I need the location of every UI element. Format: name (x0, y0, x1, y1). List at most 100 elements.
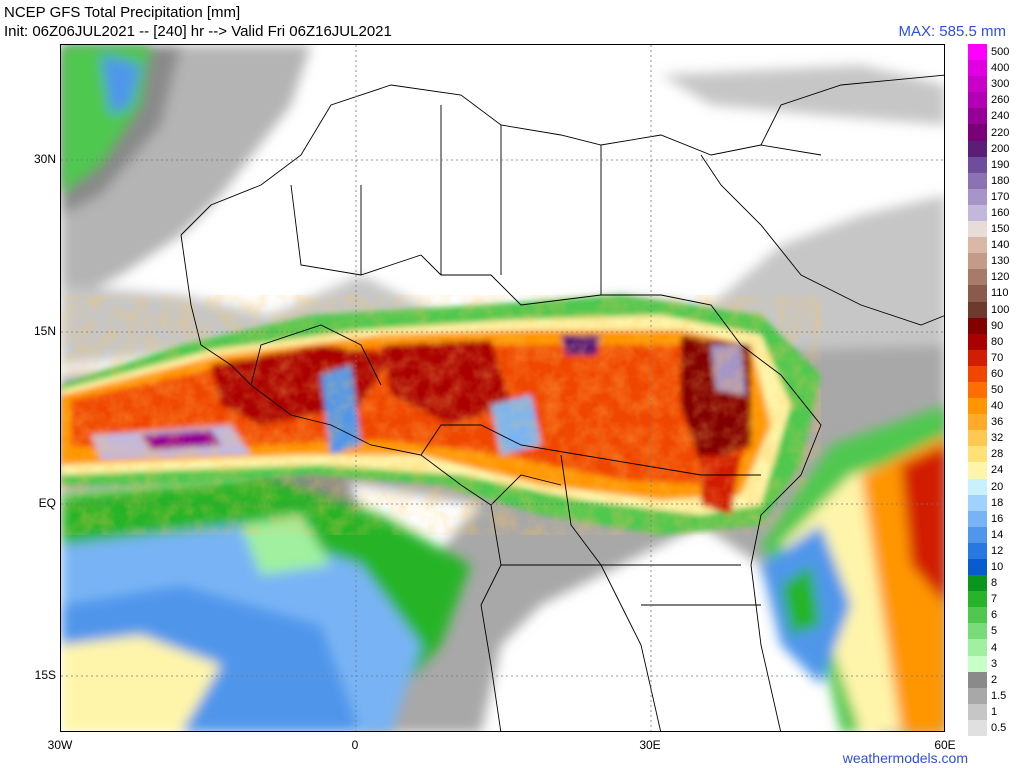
legend-swatch (968, 510, 987, 527)
legend-swatch (968, 623, 987, 640)
legend-label: 200 (991, 142, 1010, 155)
map-canvas (61, 45, 944, 731)
legend-row: 160 (968, 204, 1024, 222)
legend-swatch (968, 156, 987, 173)
legend-row: 60 (968, 365, 1024, 382)
legend-swatch (968, 140, 987, 157)
south-atlantic-precip (61, 475, 471, 731)
legend-label: 500 (991, 46, 1010, 59)
legend-label: 1.5 (991, 689, 1007, 702)
lat-label-eq: EQ (38, 496, 56, 510)
legend-row: 36 (968, 414, 1024, 431)
legend-row: 70 (968, 349, 1024, 366)
lon-label-30e: 30E (639, 738, 661, 752)
legend-label: 10 (991, 561, 1004, 574)
legend-row: 28 (968, 446, 1024, 463)
lat-label-15n: 15N (33, 324, 56, 338)
legend-swatch (968, 414, 987, 431)
legend-label: 8 (991, 577, 998, 590)
legend-swatch (968, 703, 987, 720)
legend-row: 500 (968, 44, 1024, 61)
legend-row: 260 (968, 92, 1024, 109)
legend-swatch (968, 285, 987, 302)
legend-swatch (968, 462, 987, 479)
legend-row: 1.5 (968, 687, 1024, 704)
legend-swatch (968, 542, 987, 559)
northwest-precip (61, 45, 151, 195)
lat-label-30n: 30N (33, 152, 56, 166)
legend-swatch (968, 44, 987, 61)
rain-texture (61, 295, 821, 535)
legend-label: 150 (991, 223, 1010, 236)
legend-label: 12 (991, 544, 1004, 557)
legend-swatch (968, 237, 987, 254)
legend-row: 240 (968, 108, 1024, 125)
legend-row: 90 (968, 317, 1024, 334)
legend-row: 0.5 (968, 719, 1024, 737)
legend-label: 50 (991, 384, 1004, 397)
legend-label: 60 (991, 367, 1004, 380)
legend-swatch (968, 172, 987, 189)
legend-row: 50 (968, 381, 1024, 399)
legend-row: 20 (968, 478, 1024, 495)
legend-row: 2 (968, 671, 1024, 688)
legend-label: 80 (991, 335, 1004, 348)
legend-label: 190 (991, 158, 1010, 171)
legend-label: 160 (991, 206, 1010, 219)
legend-row: 5 (968, 623, 1024, 640)
legend-swatch (968, 188, 987, 205)
precipitation-map[interactable] (60, 44, 945, 732)
legend-swatch (968, 76, 987, 93)
country-borders (180, 74, 944, 731)
max-precip-label: MAX: 585.5 mm (898, 23, 1006, 40)
legend-row: 7 (968, 591, 1024, 608)
legend-row: 130 (968, 253, 1024, 270)
legend-swatch (968, 607, 987, 624)
legend-label: 180 (991, 174, 1010, 187)
lon-label-0: 0 (351, 738, 359, 752)
legend-swatch (968, 221, 987, 238)
legend-label: 120 (991, 271, 1010, 284)
legend-swatch (968, 639, 987, 656)
legend-swatch (968, 269, 987, 286)
legend-label: 4 (991, 641, 998, 654)
legend-label: 36 (991, 416, 1004, 429)
legend-label: 220 (991, 126, 1010, 139)
legend-row: 300 (968, 76, 1024, 93)
legend-row: 150 (968, 221, 1024, 238)
legend-label: 130 (991, 255, 1010, 268)
legend-row: 18 (968, 494, 1024, 511)
legend-label: 240 (991, 110, 1010, 123)
legend-swatch (968, 494, 987, 511)
legend-row: 24 (968, 462, 1024, 479)
legend-swatch (968, 687, 987, 704)
indian-ocean-precip (761, 405, 944, 731)
legend-row: 400 (968, 60, 1024, 77)
legend-swatch (968, 124, 987, 141)
legend-row: 10 (968, 559, 1024, 576)
legend-swatch (968, 108, 987, 125)
legend-swatch (968, 60, 987, 77)
legend-swatch (968, 253, 987, 270)
legend-row: 110 (968, 285, 1024, 302)
legend-swatch (968, 204, 987, 222)
legend-swatch (968, 478, 987, 495)
legend-swatch (968, 591, 987, 608)
legend-swatch (968, 655, 987, 672)
lon-label-30w: 30W (47, 738, 73, 752)
legend-row: 6 (968, 607, 1024, 624)
lat-label-15s: 15S (34, 668, 56, 682)
legend-swatch (968, 719, 987, 737)
legend-row: 40 (968, 398, 1024, 415)
legend-label: 16 (991, 512, 1004, 525)
credit-text: weathermodels.com (842, 750, 968, 766)
legend-label: 100 (991, 303, 1010, 316)
legend-row: 220 (968, 124, 1024, 141)
legend-label: 20 (991, 480, 1004, 493)
legend-swatch (968, 365, 987, 382)
legend-label: 170 (991, 190, 1010, 203)
legend-row: 4 (968, 639, 1024, 656)
legend-swatch (968, 430, 987, 447)
legend-swatch (968, 92, 987, 109)
legend-label: 0.5 (991, 721, 1007, 734)
